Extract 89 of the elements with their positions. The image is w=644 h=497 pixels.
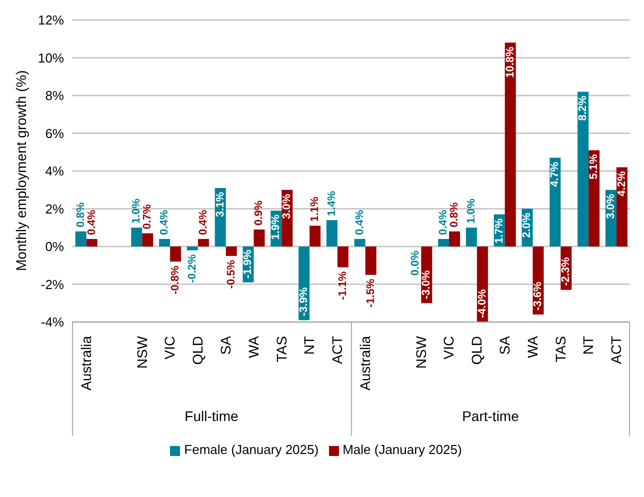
y-tick-label: -4% bbox=[40, 314, 64, 330]
y-tick-label: -2% bbox=[40, 276, 64, 292]
data-label: 1.7% bbox=[493, 218, 506, 244]
x-tick-label: SA bbox=[496, 335, 512, 355]
bar bbox=[504, 42, 516, 246]
x-tick-label: QLD bbox=[190, 336, 206, 365]
y-tick-label: 0% bbox=[45, 239, 64, 254]
bar bbox=[326, 220, 338, 246]
x-tick-label: QLD bbox=[468, 336, 485, 365]
legend-label: Male (January 2025) bbox=[342, 442, 462, 457]
x-tick-label: VIC bbox=[162, 336, 178, 360]
bar bbox=[365, 246, 376, 275]
bar bbox=[75, 231, 86, 246]
x-tick-label: WA bbox=[245, 335, 262, 358]
data-label: 0.4% bbox=[354, 210, 366, 235]
data-label: 1.0% bbox=[465, 198, 478, 224]
y-tick-label: 10% bbox=[38, 50, 64, 66]
x-tick-label: ACT bbox=[329, 336, 346, 364]
bar bbox=[588, 150, 600, 246]
data-label: 0.0% bbox=[409, 250, 422, 276]
bar bbox=[170, 246, 182, 262]
x-tick-label: TAS bbox=[552, 336, 568, 362]
data-label: -1.9% bbox=[242, 249, 254, 278]
bar bbox=[159, 238, 170, 246]
y-tick-label: 6% bbox=[45, 126, 64, 141]
y-axis-title: Monthly employment growth (%) bbox=[12, 70, 29, 271]
bar bbox=[186, 246, 198, 250]
data-label: 0.8% bbox=[448, 202, 461, 228]
x-tick-label: TAS bbox=[273, 336, 290, 362]
bar bbox=[198, 238, 209, 246]
bar bbox=[86, 238, 98, 246]
bar bbox=[226, 246, 237, 256]
data-label: 5.1% bbox=[588, 154, 600, 180]
data-label: 4.2% bbox=[616, 171, 628, 196]
data-label: 1.4% bbox=[326, 190, 338, 216]
data-label: -0.2% bbox=[186, 254, 198, 284]
x-tick-label: WA bbox=[524, 335, 540, 358]
bar bbox=[449, 231, 460, 246]
data-label: 1.9% bbox=[270, 214, 282, 240]
legend-label: Female (January 2025) bbox=[184, 442, 319, 457]
data-label: 3.0% bbox=[281, 194, 294, 219]
data-label: -3.0% bbox=[420, 270, 433, 300]
bar bbox=[354, 238, 366, 246]
data-label: 0.8% bbox=[74, 202, 87, 228]
y-tick-label: 2% bbox=[45, 201, 64, 216]
y-tick-label: 12% bbox=[38, 12, 64, 28]
y-tick-label: 8% bbox=[45, 88, 64, 104]
data-label: 3.1% bbox=[214, 192, 226, 218]
data-label: 0.9% bbox=[253, 200, 266, 226]
bar bbox=[310, 226, 321, 246]
data-label: 8.2% bbox=[577, 96, 590, 121]
bar bbox=[578, 92, 589, 246]
data-label: 0.4% bbox=[197, 210, 210, 235]
data-label: 0.4% bbox=[158, 210, 171, 235]
data-label: -0.5% bbox=[225, 260, 238, 289]
data-label: 0.4% bbox=[86, 210, 98, 235]
x-tick-label: VIC bbox=[440, 336, 457, 360]
x-tick-label: NT bbox=[580, 336, 596, 355]
x-tick-label: Australia bbox=[78, 336, 94, 390]
data-label: 3.0% bbox=[604, 194, 617, 219]
data-label: -0.8% bbox=[170, 265, 182, 294]
text: Part-time bbox=[461, 408, 520, 424]
x-tick-label: ACT bbox=[608, 336, 624, 364]
data-label: -3.9% bbox=[298, 287, 310, 316]
data-label: -4.0% bbox=[476, 289, 488, 318]
bar bbox=[131, 228, 142, 246]
bar bbox=[337, 246, 348, 268]
data-label: 0.7% bbox=[142, 204, 154, 230]
x-tick-label: Australia bbox=[356, 336, 373, 390]
bar bbox=[254, 230, 265, 246]
data-label: 1.1% bbox=[309, 196, 322, 222]
data-label: 10.8% bbox=[504, 46, 516, 78]
x-tick-label: NT bbox=[301, 336, 318, 355]
data-label: 2.0% bbox=[521, 212, 534, 238]
x-tick-label: NSW bbox=[412, 335, 429, 369]
x-tick-label: NSW bbox=[134, 335, 150, 369]
data-label: -1.5% bbox=[364, 278, 377, 308]
data-label: 1.0% bbox=[130, 198, 143, 224]
data-label: -3.6% bbox=[532, 281, 544, 310]
x-tick-label: SA bbox=[217, 335, 234, 355]
text: Full-time bbox=[184, 408, 240, 424]
bar bbox=[438, 238, 450, 246]
bar bbox=[466, 228, 477, 246]
data-label: -1.1% bbox=[336, 271, 349, 300]
data-label: -2.3% bbox=[560, 256, 572, 286]
data-label: 0.4% bbox=[438, 210, 450, 235]
data-label: 4.7% bbox=[549, 162, 562, 187]
bar bbox=[142, 233, 154, 246]
y-tick-label: 4% bbox=[45, 164, 64, 179]
